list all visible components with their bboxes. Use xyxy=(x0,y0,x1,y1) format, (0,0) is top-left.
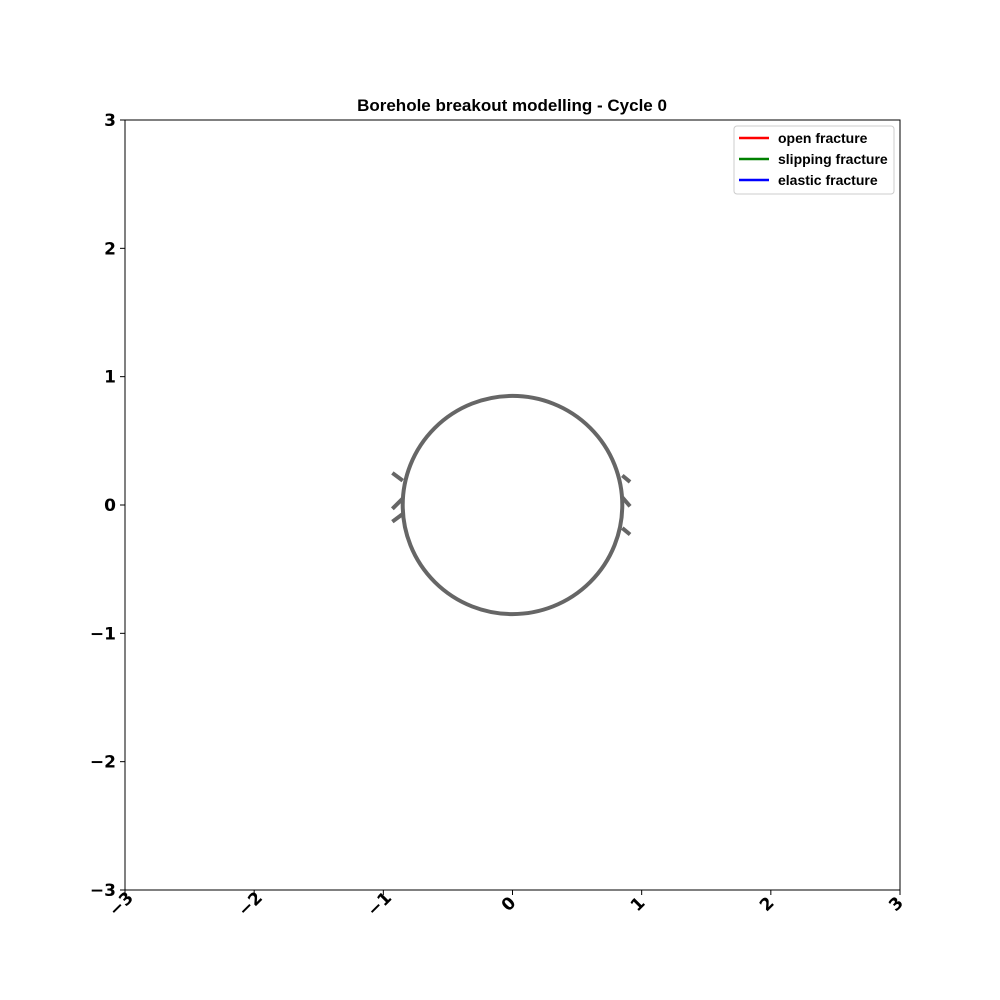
y-tick-label: 1 xyxy=(104,368,116,388)
x-axis: −3 −2 −1 0 1 2 3 xyxy=(105,888,908,921)
plot-frame xyxy=(124,119,901,891)
x-tick-label: −2 xyxy=(234,888,267,921)
x-tick-label: 3 xyxy=(885,893,908,916)
fracture-segment xyxy=(391,512,404,524)
fracture-segment xyxy=(621,473,632,484)
y-tick-label: −2 xyxy=(90,753,116,773)
legend-label: slipping fracture xyxy=(778,151,888,167)
x-tick-label: −1 xyxy=(364,888,397,921)
fracture-segment xyxy=(621,526,632,537)
legend-box xyxy=(733,125,895,195)
x-tick-label: 2 xyxy=(756,893,779,916)
legend-label: elastic fracture xyxy=(778,172,878,188)
chart-title: Borehole breakout modelling - Cycle 0 xyxy=(357,96,667,115)
y-tick-label: −3 xyxy=(90,881,116,901)
x-tick-label: 1 xyxy=(627,893,650,916)
y-tick-label: −1 xyxy=(90,624,116,644)
legend-label: open fracture xyxy=(778,130,868,146)
fracture-segment xyxy=(391,471,404,483)
y-tick-label: 3 xyxy=(104,111,116,131)
borehole-wall xyxy=(400,393,625,617)
y-tick-label: 2 xyxy=(104,239,116,259)
y-axis: −3 −2 −1 0 1 2 3 xyxy=(90,111,125,901)
fracture-segment xyxy=(620,495,632,508)
plot-area xyxy=(390,393,632,617)
x-tick-label: 0 xyxy=(498,893,521,916)
y-tick-label: 0 xyxy=(104,496,116,516)
fracture-segment xyxy=(390,497,405,511)
legend: open fracture slipping fracture elastic fr… xyxy=(733,125,895,195)
